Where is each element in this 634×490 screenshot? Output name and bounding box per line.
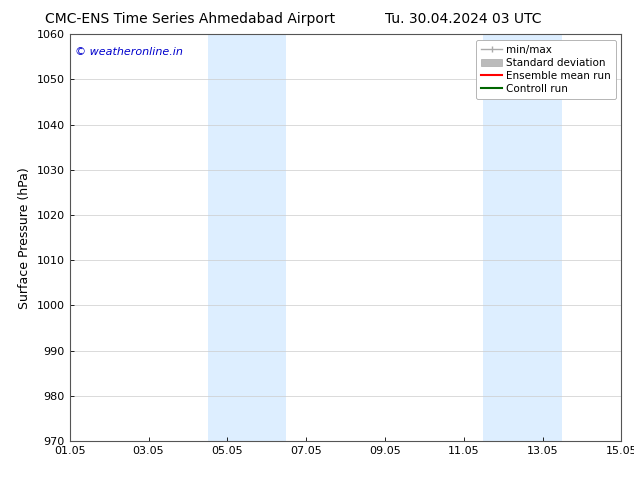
Bar [483, 34, 562, 441]
Text: Tu. 30.04.2024 03 UTC: Tu. 30.04.2024 03 UTC [385, 12, 541, 26]
Y-axis label: Surface Pressure (hPa): Surface Pressure (hPa) [18, 167, 31, 309]
Text: CMC-ENS Time Series Ahmedabad Airport: CMC-ENS Time Series Ahmedabad Airport [45, 12, 335, 26]
Bar [207, 34, 287, 441]
Text: © weatheronline.in: © weatheronline.in [75, 47, 183, 56]
Legend: min/max, Standard deviation, Ensemble mean run, Controll run: min/max, Standard deviation, Ensemble me… [476, 40, 616, 99]
